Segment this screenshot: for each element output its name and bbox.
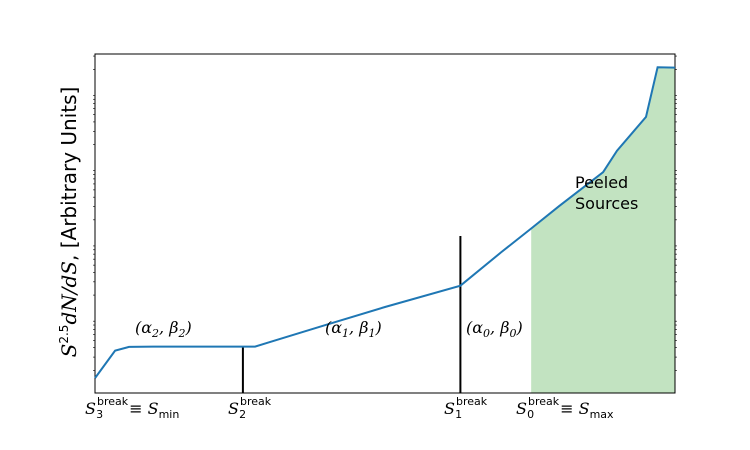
x-tick-label-s1: Sbreak 1 [444, 395, 488, 421]
segment-label-0: (α0, β0) [466, 318, 523, 340]
peeled-label-line2: Sources [575, 194, 638, 213]
peeled-sources-fill [531, 67, 675, 394]
source-count-curve [94, 66, 676, 379]
plot-frame [94, 53, 676, 394]
y-minor-ticks [93, 55, 677, 371]
segment-label-2: (α2, β2) [135, 318, 192, 340]
x-tick-label-s0: Sbreak 0 ≡ Smax [516, 395, 614, 421]
x-tick-label-s2: Sbreak 2 [228, 395, 272, 421]
x-tick-label-s3: Sbreak 3 ≡ Smin [85, 395, 179, 421]
segment-label-1: (α1, β1) [325, 318, 382, 340]
y-axis-label: S2.5dN/dS, [Arbitrary Units] [57, 87, 81, 358]
peeled-label-line1: Peeled [575, 173, 628, 192]
